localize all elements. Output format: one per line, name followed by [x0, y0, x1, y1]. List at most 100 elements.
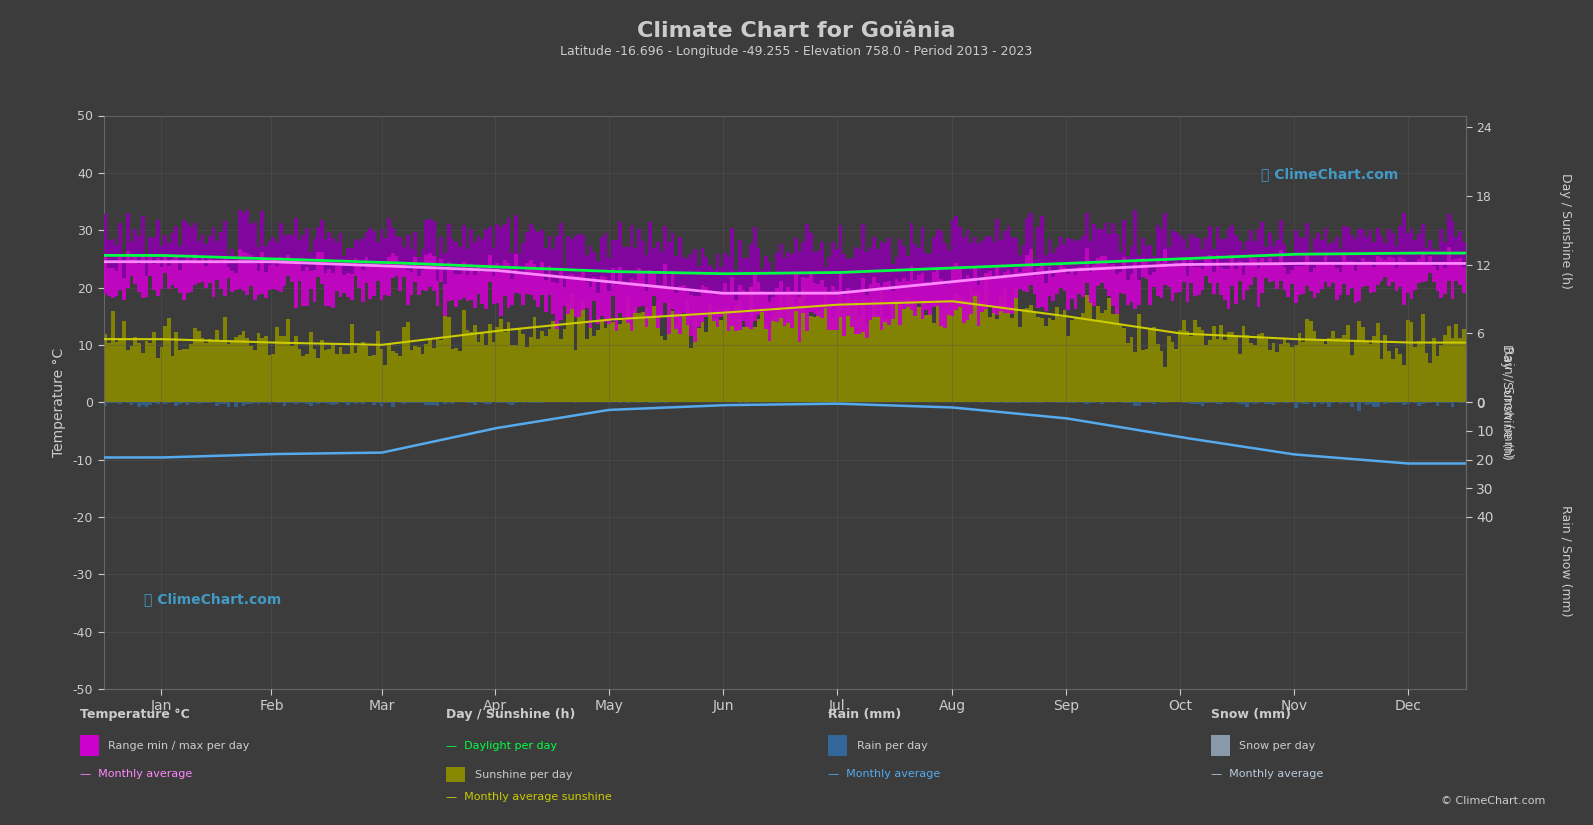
Bar — [115, 245, 118, 271]
Bar — [1402, 213, 1407, 259]
Bar — [723, 309, 726, 403]
Bar — [734, 300, 738, 331]
Bar — [515, 345, 518, 403]
Bar — [854, 248, 857, 290]
Bar — [470, 229, 473, 264]
Bar — [854, 295, 857, 403]
Bar — [331, 238, 335, 273]
Bar — [282, 337, 287, 403]
Bar — [1432, 249, 1435, 266]
Bar — [1257, 334, 1260, 403]
Bar — [529, 260, 532, 295]
Bar — [178, 351, 182, 403]
Bar — [957, 296, 962, 403]
Bar — [481, 271, 484, 304]
Bar — [231, 249, 234, 271]
Bar — [123, 256, 126, 278]
Bar — [1290, 270, 1294, 285]
Bar — [115, 342, 118, 403]
Bar — [1349, 355, 1354, 403]
Bar — [640, 241, 645, 273]
Bar — [924, 282, 929, 310]
Text: Snow per day: Snow per day — [1239, 741, 1316, 751]
Bar — [1435, 271, 1440, 290]
Bar — [980, 300, 984, 403]
Bar — [454, 348, 459, 403]
Bar — [384, 365, 387, 403]
Bar — [1407, 233, 1410, 263]
Bar — [1048, 318, 1051, 403]
Bar — [1368, 262, 1372, 293]
Bar — [515, 214, 518, 253]
Bar — [448, 317, 451, 403]
Bar — [838, 290, 843, 403]
Bar — [413, 257, 417, 282]
Bar — [1260, 258, 1265, 294]
Bar — [1376, 257, 1380, 285]
Bar — [906, 256, 910, 281]
Text: 🌍 ClimeChart.com: 🌍 ClimeChart.com — [145, 592, 282, 606]
Bar — [787, 291, 790, 403]
Bar — [1168, 266, 1171, 286]
Bar — [112, 268, 115, 298]
Bar — [943, 243, 946, 285]
Bar — [973, 237, 977, 266]
Bar — [339, 266, 342, 298]
Bar — [988, 271, 992, 306]
Bar — [1383, 260, 1388, 277]
Bar — [1099, 313, 1104, 403]
Bar — [1357, 229, 1360, 266]
Bar — [499, 228, 503, 271]
Bar — [429, 219, 432, 253]
Bar — [843, 295, 846, 336]
Bar — [898, 282, 902, 325]
Bar — [715, 318, 720, 403]
Bar — [902, 277, 906, 309]
Bar — [1051, 320, 1055, 403]
Bar — [515, 253, 518, 293]
Bar — [354, 403, 357, 404]
Bar — [615, 285, 618, 331]
Bar — [1115, 274, 1118, 314]
Bar — [1021, 245, 1026, 268]
Bar — [812, 252, 816, 283]
Bar — [873, 299, 876, 403]
Bar — [435, 339, 440, 403]
Bar — [570, 239, 573, 274]
Bar — [1085, 248, 1088, 283]
Bar — [623, 320, 626, 403]
Bar — [918, 307, 921, 403]
Bar — [804, 313, 809, 403]
Bar — [1157, 344, 1160, 403]
Bar — [626, 248, 629, 285]
Bar — [193, 254, 198, 285]
Bar — [787, 252, 790, 287]
Bar — [406, 270, 409, 305]
Bar — [890, 299, 895, 403]
Bar — [1182, 320, 1185, 403]
Bar — [373, 356, 376, 403]
Bar — [596, 330, 601, 403]
Bar — [309, 252, 312, 271]
Bar — [738, 285, 742, 330]
Bar — [276, 328, 279, 403]
Bar — [1215, 255, 1219, 283]
Bar — [809, 272, 812, 312]
Bar — [943, 285, 946, 328]
Bar — [1327, 243, 1332, 266]
Bar — [838, 225, 843, 271]
Bar — [328, 403, 331, 404]
Bar — [1462, 329, 1466, 403]
Bar — [312, 271, 317, 302]
Bar — [999, 241, 1004, 276]
Bar — [693, 318, 696, 403]
Bar — [204, 243, 209, 266]
Bar — [362, 403, 365, 404]
Bar — [529, 337, 532, 403]
Bar — [134, 337, 137, 403]
Bar — [992, 242, 996, 277]
Bar — [159, 347, 162, 403]
Bar — [652, 272, 656, 296]
Bar — [1327, 337, 1332, 403]
Text: Sunshine per day: Sunshine per day — [475, 770, 572, 780]
